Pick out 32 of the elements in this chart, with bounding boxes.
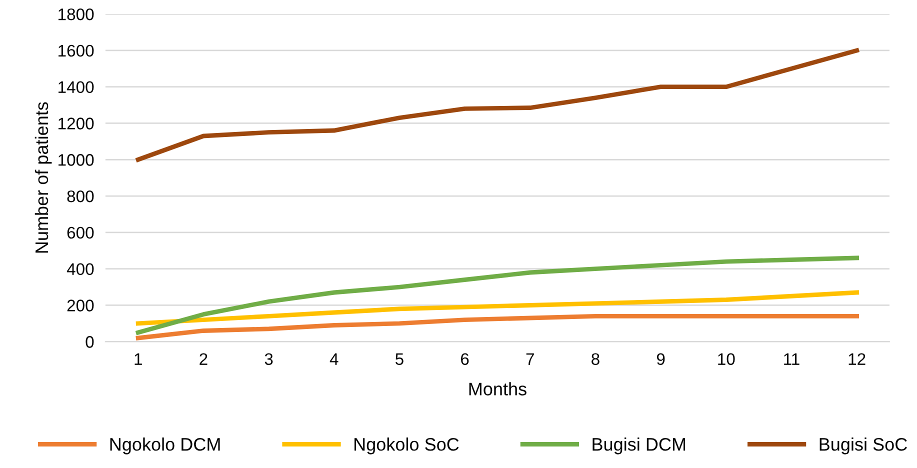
x-tick-label: 10 <box>718 353 735 365</box>
legend-label: Ngokolo DCM <box>110 437 220 454</box>
line-series <box>136 256 860 335</box>
y-tick-label: 1400 <box>58 81 94 94</box>
line-series <box>136 290 860 326</box>
legend-label: Bugisi SoC <box>820 437 907 454</box>
x-tick-label: 6 <box>461 353 469 365</box>
x-tick-label: 12 <box>848 353 866 365</box>
y-tick-label: 1200 <box>58 118 94 130</box>
x-axis-title: Months <box>469 382 526 396</box>
y-tick-label: 0 <box>86 336 94 348</box>
x-tick-label: 9 <box>656 353 665 365</box>
y-tick-label: 200 <box>67 300 94 312</box>
x-tick-label: 7 <box>526 353 534 365</box>
y-tick-label: 1600 <box>58 44 94 57</box>
legend-label: Ngokolo SoC <box>354 437 459 454</box>
y-tick-label: 600 <box>67 226 94 239</box>
y-tick-label: 1000 <box>58 154 94 166</box>
x-tick-label: 5 <box>396 353 404 365</box>
y-tick-label: 1800 <box>58 8 94 20</box>
x-tick-label: 2 <box>200 353 208 365</box>
legend-label: Bugisi DCM <box>592 437 686 454</box>
line-series <box>136 314 860 340</box>
y-tick-label: 400 <box>66 263 94 276</box>
x-tick-label: 1 <box>134 353 142 365</box>
x-tick-label: 8 <box>592 353 600 365</box>
y-tick-label: 800 <box>67 190 94 202</box>
line-series <box>136 48 860 162</box>
x-tick-label: 3 <box>264 353 273 365</box>
y-axis-title: Number of patients <box>34 102 52 253</box>
x-tick-label: 4 <box>330 353 338 365</box>
x-tick-label: 11 <box>784 353 800 365</box>
